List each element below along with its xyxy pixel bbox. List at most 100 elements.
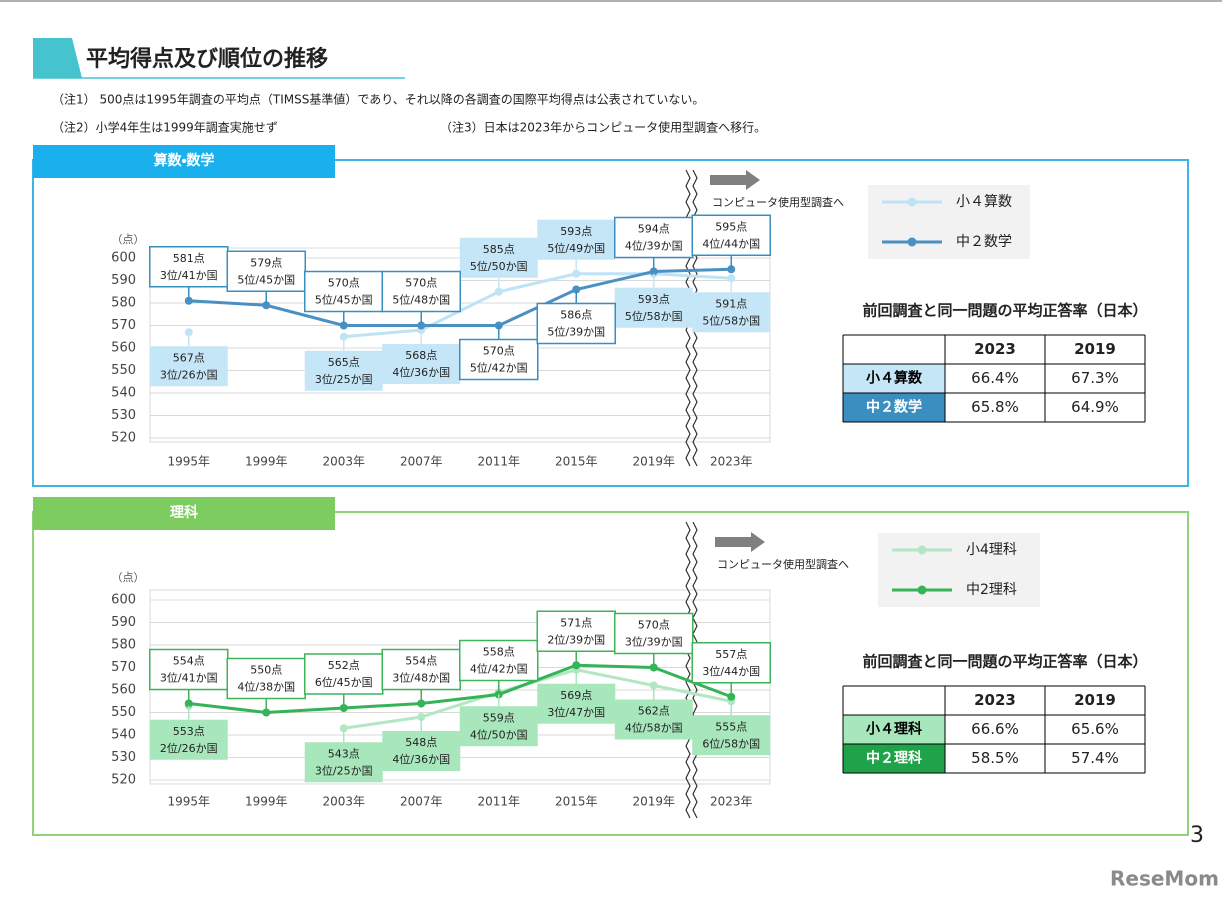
rank-label: 6位/58か国 — [702, 737, 760, 750]
callout-box — [537, 683, 616, 724]
data-label: 570点 — [483, 345, 515, 358]
rank-label: 3位/41か国 — [160, 269, 218, 282]
callout-box — [614, 287, 693, 328]
y-tick-label: 520 — [111, 773, 136, 788]
rank-label: 5位/50か国 — [470, 260, 528, 273]
legend-dot — [907, 197, 917, 207]
section-frame — [32, 159, 1189, 487]
callout-box — [614, 612, 694, 655]
data-label: 553点 — [173, 725, 205, 738]
data-label: 569点 — [560, 689, 592, 702]
data-label: 570点 — [405, 277, 437, 290]
data-label: 550点 — [250, 664, 282, 677]
table-cell: 66.6% — [971, 720, 1019, 738]
x-tick-label: 1999年 — [245, 455, 288, 469]
y-tick-label: 570 — [111, 318, 136, 333]
data-label: 581点 — [173, 252, 205, 265]
callout-box — [692, 715, 771, 756]
rank-label: 4位/36か国 — [392, 366, 450, 379]
rank-label: 5位/49か国 — [547, 242, 605, 255]
rank-label: 5位/42か国 — [470, 362, 528, 375]
table-title: 前回調査と同一問題の平均正答率（日本） — [862, 302, 1147, 320]
table-cell: 58.5% — [971, 749, 1019, 767]
rank-label: 2位/26か国 — [160, 742, 218, 755]
rank-label: 4位/44か国 — [702, 237, 760, 250]
legend-label: 中２数学 — [956, 234, 1012, 250]
table-title: 前回調査と同一問題の平均正答率（日本） — [862, 653, 1147, 671]
x-tick-label: 2007年 — [400, 795, 443, 809]
table-cell: 67.3% — [1071, 369, 1119, 387]
page-title: 平均得点及び順位の推移 — [86, 46, 328, 72]
callout-box — [226, 657, 306, 700]
y-tick-label: 590 — [111, 615, 136, 630]
rank-label: 5位/39か国 — [547, 326, 605, 339]
section-frame — [32, 511, 1189, 836]
callout-box — [537, 219, 616, 260]
data-label: 567点 — [173, 351, 205, 364]
section-title: 算数・数学 — [154, 152, 215, 169]
data-label: 543点 — [328, 747, 360, 760]
section-tab — [33, 497, 335, 530]
y-tick-label: 560 — [111, 683, 136, 698]
callout-box — [459, 706, 538, 747]
annotation: コンピュータ使用型調査へ — [712, 195, 844, 209]
data-label: 552点 — [328, 659, 360, 672]
callout-box — [691, 642, 771, 684]
x-tick-label: 2011年 — [477, 795, 520, 809]
legend-box — [878, 533, 1040, 607]
callout-box — [149, 719, 228, 760]
rank-label: 5位/48か国 — [392, 294, 450, 307]
data-label: 571点 — [560, 616, 592, 629]
callout-box — [304, 350, 383, 391]
data-label: 548点 — [405, 736, 437, 749]
data-label: 585点 — [483, 243, 515, 256]
data-label: 562点 — [638, 705, 670, 718]
callout-box — [536, 610, 616, 652]
rank-label: 3位/47か国 — [547, 706, 605, 719]
series-line — [188, 267, 732, 327]
row-header-cell — [843, 715, 945, 744]
rank-label: 3位/39か国 — [625, 636, 683, 649]
row-header: 小４理科 — [866, 721, 922, 738]
y-unit-label: （点） — [112, 233, 145, 246]
note: （注1） 500点は1995年調査の平均点（TIMSS基準値）であり、それ以降の… — [52, 92, 704, 107]
data-label: 554点 — [173, 655, 205, 668]
page-number: 3 — [1190, 823, 1204, 848]
rank-label: 3位/25か国 — [315, 373, 373, 386]
data-label: 594点 — [638, 223, 670, 236]
rank-label: 4位/39か国 — [625, 240, 683, 253]
y-tick-label: 540 — [111, 386, 136, 401]
callout-box — [691, 214, 771, 256]
rank-label: 2位/39か国 — [547, 633, 605, 646]
data-label: 555点 — [715, 720, 747, 733]
data-label: 554点 — [405, 655, 437, 668]
logo: ReseMom — [1110, 867, 1219, 891]
data-label: 557点 — [715, 648, 747, 661]
callout-box — [382, 344, 461, 384]
legend-label: 中2理科 — [966, 582, 1017, 598]
series-line — [343, 272, 732, 339]
note: （注3）日本は2023年からコンピュータ使用型調査へ移行。 — [440, 120, 766, 135]
x-tick-label: 2019年 — [632, 795, 675, 809]
rank-label: 5位/45か国 — [315, 294, 373, 307]
title-marker — [33, 38, 82, 78]
rank-label: 3位/26か国 — [160, 368, 218, 381]
rank-label: 4位/38か国 — [237, 681, 295, 694]
table-cell: 65.8% — [971, 398, 1019, 416]
table-cell: 57.4% — [1071, 749, 1119, 767]
section-title: 理科 — [170, 504, 198, 521]
data-label: 593点 — [560, 225, 592, 238]
data-label: 568点 — [405, 349, 437, 362]
section-tab — [33, 145, 335, 178]
row-header: 小４算数 — [866, 370, 923, 387]
callout-box — [149, 648, 229, 691]
row-header-cell — [843, 364, 945, 393]
rank-label: 5位/58か国 — [625, 310, 683, 323]
legend-box — [868, 185, 1030, 259]
y-tick-label: 560 — [111, 341, 136, 356]
table-cell: 64.9% — [1071, 398, 1119, 416]
x-tick-label: 1995年 — [167, 795, 210, 809]
legend-dot — [917, 545, 927, 555]
y-tick-label: 520 — [111, 431, 136, 446]
rank-label: 3位/44か国 — [702, 665, 760, 678]
